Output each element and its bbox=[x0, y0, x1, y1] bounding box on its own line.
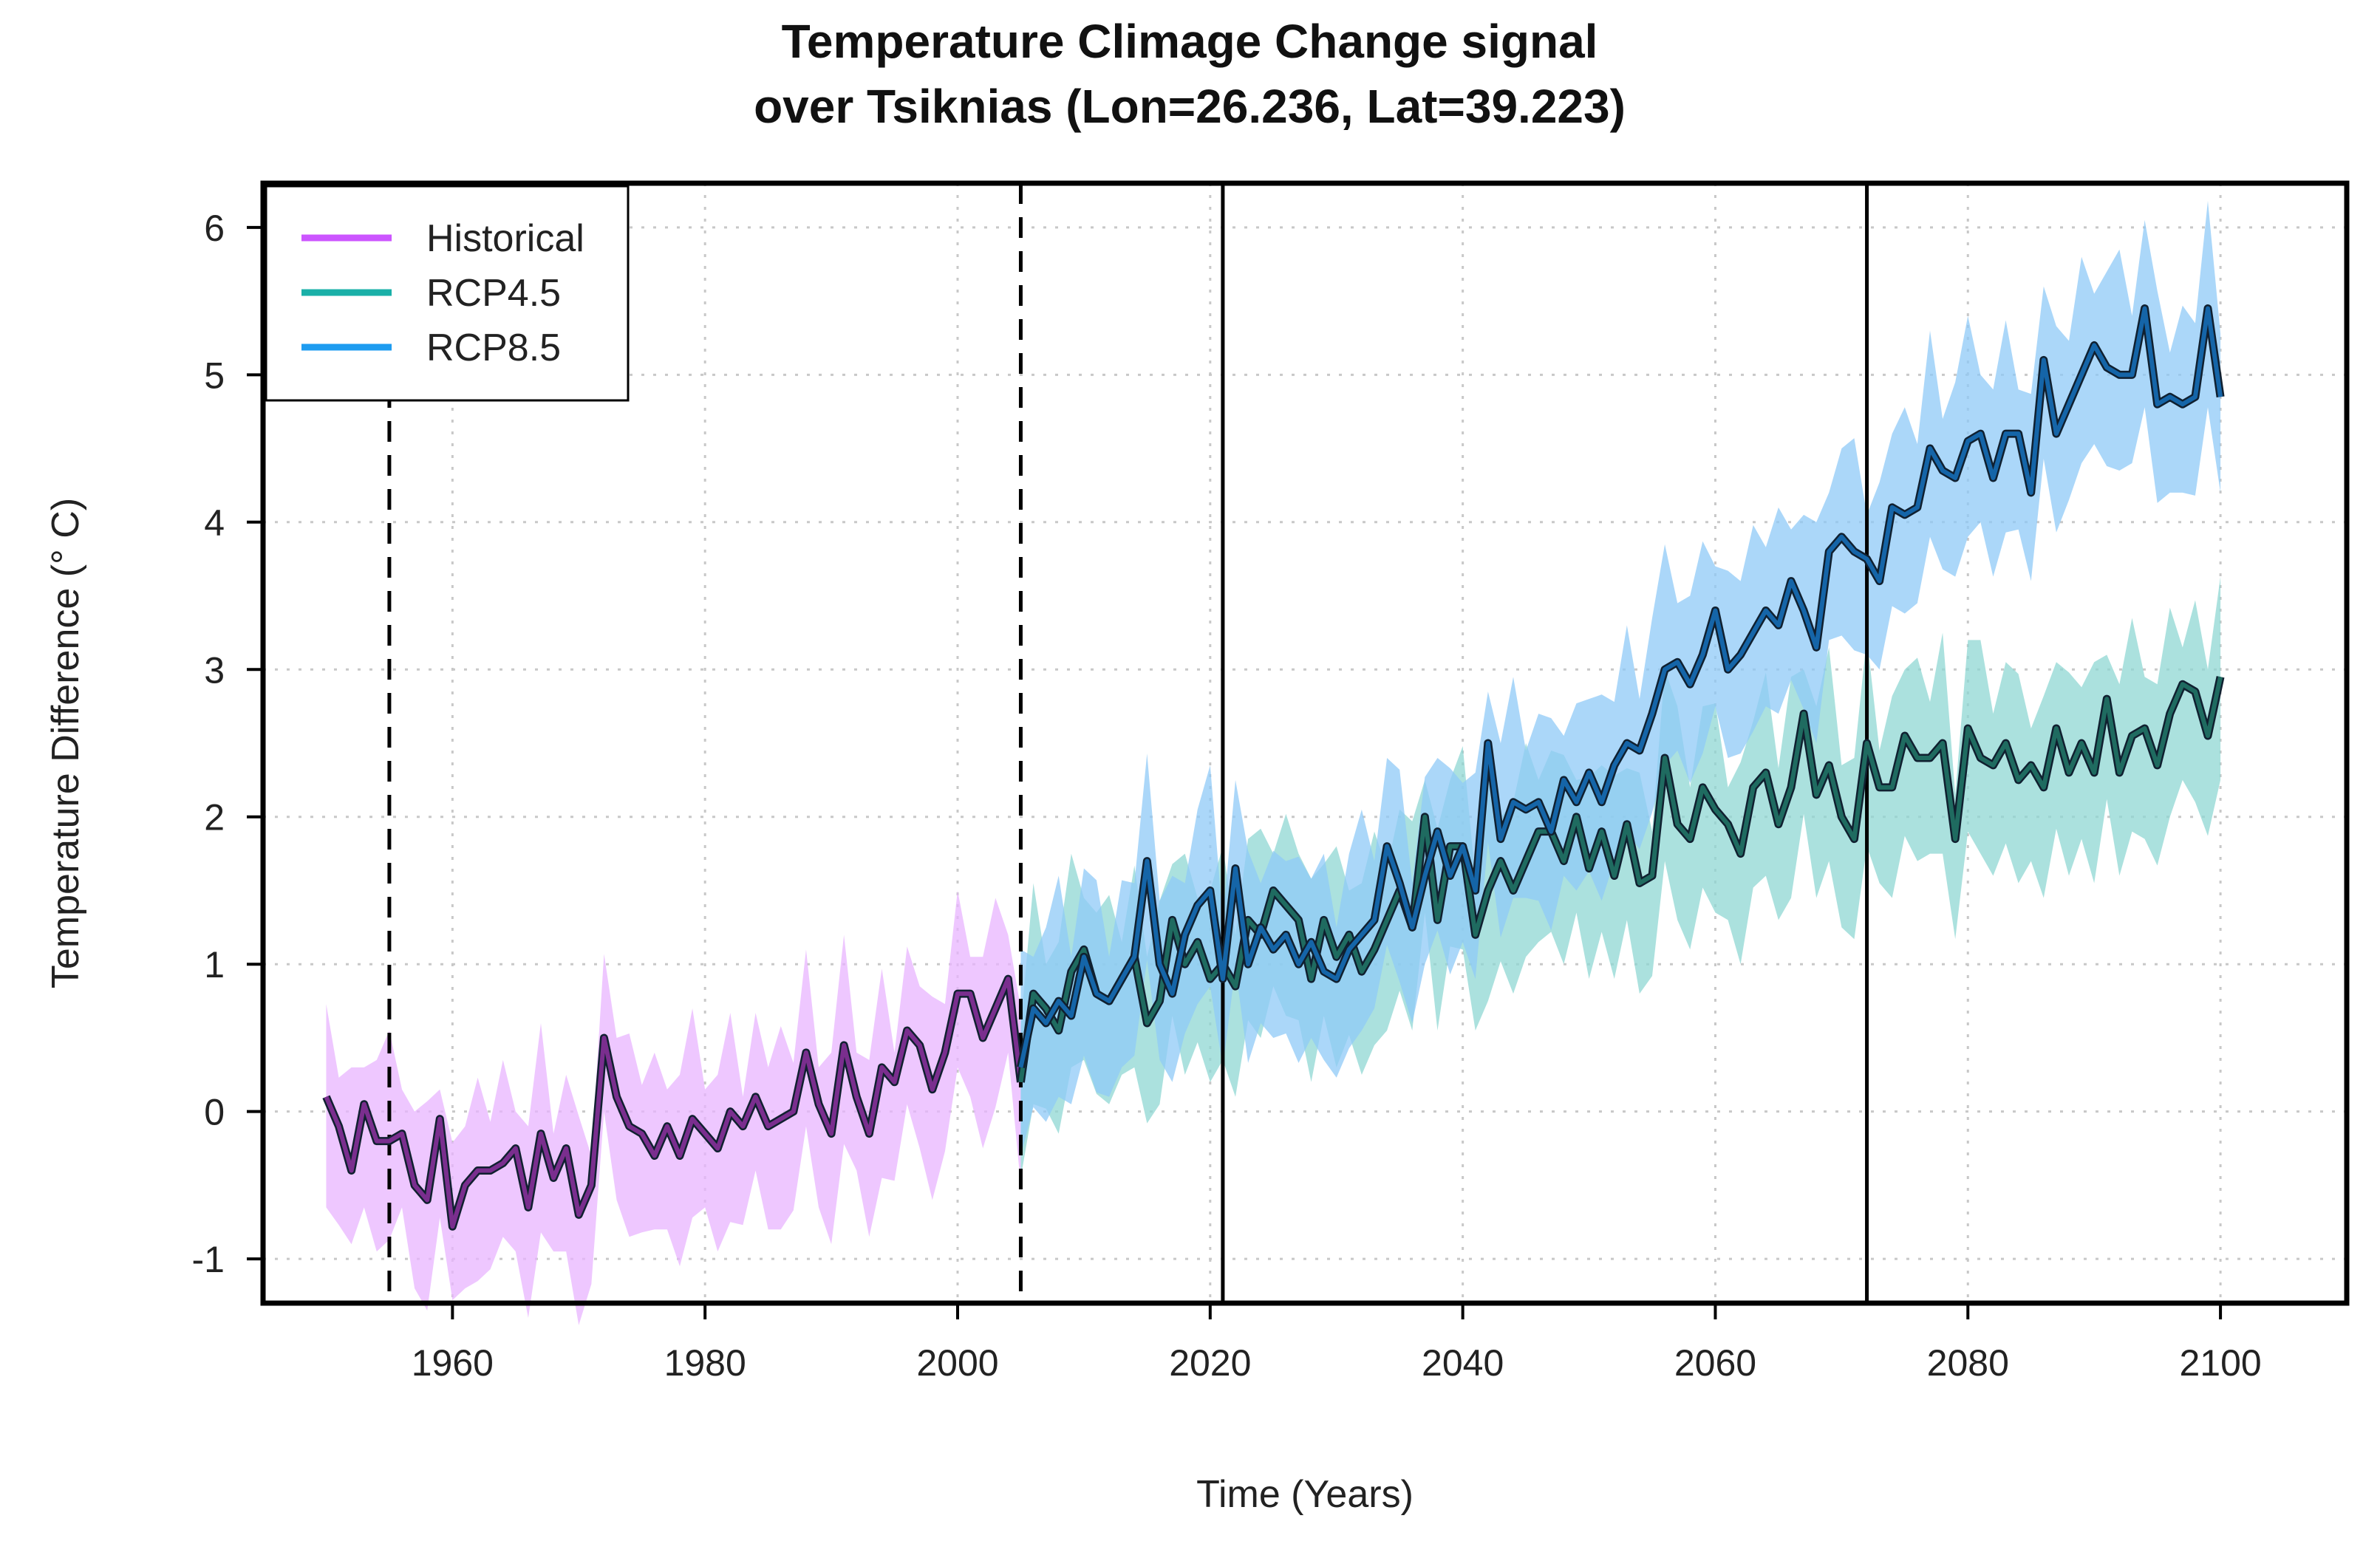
chart-title-line2: over Tsiknias (Lon=26.236, Lat=39.223) bbox=[754, 80, 1626, 133]
x-axis-ticks: 1960 1980 2000 2020 2040 2060 2080 2100 bbox=[412, 1303, 2262, 1384]
x-tick-label-2000: 2000 bbox=[916, 1342, 998, 1384]
legend-label-historical: Historical bbox=[426, 217, 584, 260]
y-tick-label-0: -1 bbox=[192, 1239, 225, 1280]
legend-label-rcp85: RCP8.5 bbox=[426, 327, 561, 369]
series-line-historical bbox=[324, 977, 1023, 1229]
series-line-rcp85 bbox=[1018, 306, 2223, 1068]
y-tick-label-3: 2 bbox=[204, 797, 225, 838]
x-tick-label-1960: 1960 bbox=[412, 1342, 494, 1384]
x-tick-label-2040: 2040 bbox=[1422, 1342, 1504, 1384]
legend-label-rcp45: RCP4.5 bbox=[426, 272, 561, 315]
x-axis-title: Time (Years) bbox=[1196, 1473, 1414, 1516]
chart-title-line1: Temperature Climage Change signal bbox=[782, 15, 1598, 68]
y-tick-label-1: 0 bbox=[204, 1092, 225, 1133]
band-rcp85 bbox=[1020, 200, 2221, 1156]
y-tick-label-7: 6 bbox=[204, 208, 225, 249]
y-axis-ticks: -1 0 1 2 3 4 5 6 bbox=[192, 208, 263, 1280]
y-axis-title: Temperature Difference (° C) bbox=[44, 498, 87, 988]
band-historical bbox=[326, 890, 1021, 1325]
x-tick-label-2100: 2100 bbox=[2179, 1342, 2261, 1384]
legend: Historical RCP4.5 RCP8.5 bbox=[265, 185, 630, 402]
uncertainty-bands bbox=[326, 200, 2221, 1325]
y-tick-label-5: 4 bbox=[204, 502, 225, 544]
x-tick-label-2080: 2080 bbox=[1927, 1342, 2009, 1384]
x-tick-label-2060: 2060 bbox=[1674, 1342, 1756, 1384]
plot-frame bbox=[260, 180, 2350, 1306]
y-tick-label-6: 5 bbox=[204, 355, 225, 396]
y-tick-label-4: 3 bbox=[204, 649, 225, 691]
x-tick-label-2020: 2020 bbox=[1169, 1342, 1251, 1384]
x-tick-label-1980: 1980 bbox=[664, 1342, 746, 1384]
series-lines bbox=[322, 304, 2225, 1231]
y-tick-label-2: 1 bbox=[204, 944, 225, 985]
